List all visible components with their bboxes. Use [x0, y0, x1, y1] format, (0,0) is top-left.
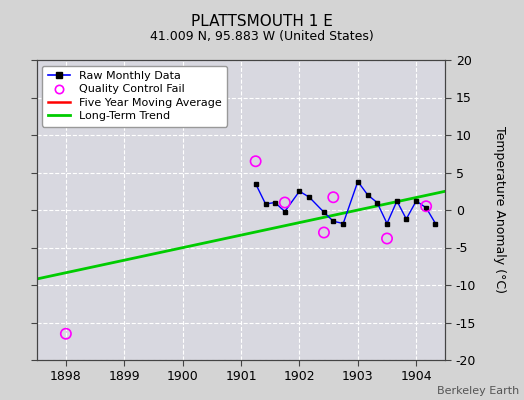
- Point: [320, 229, 328, 236]
- Text: PLATTSMOUTH 1 E: PLATTSMOUTH 1 E: [191, 14, 333, 29]
- Point: [252, 158, 260, 164]
- Point: [281, 199, 289, 206]
- Point: [422, 203, 430, 210]
- Point: [62, 330, 70, 337]
- Text: Berkeley Earth: Berkeley Earth: [436, 386, 519, 396]
- Y-axis label: Temperature Anomaly (°C): Temperature Anomaly (°C): [493, 126, 506, 294]
- Text: 41.009 N, 95.883 W (United States): 41.009 N, 95.883 W (United States): [150, 30, 374, 43]
- Legend: Raw Monthly Data, Quality Control Fail, Five Year Moving Average, Long-Term Tren: Raw Monthly Data, Quality Control Fail, …: [42, 66, 227, 127]
- Point: [383, 235, 391, 242]
- Point: [329, 194, 337, 200]
